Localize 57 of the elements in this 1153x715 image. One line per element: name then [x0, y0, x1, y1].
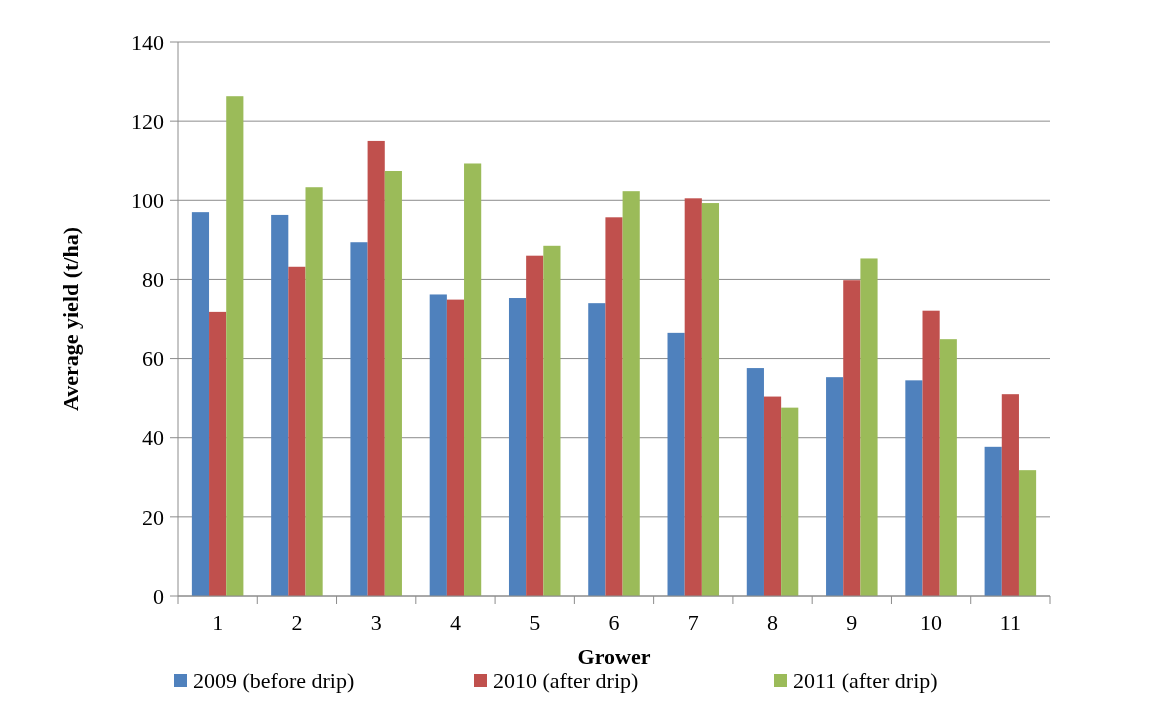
bar: [843, 280, 861, 596]
x-tick-label: 10: [920, 610, 943, 635]
legend-label: 2011 (after drip): [793, 668, 938, 693]
bar: [305, 187, 323, 596]
x-tick-label: 3: [370, 610, 382, 635]
bar: [288, 266, 306, 596]
bar: [367, 140, 385, 596]
bar: [429, 294, 447, 596]
legend-label: 2009 (before drip): [193, 668, 355, 693]
y-tick-label: 60: [142, 346, 164, 372]
bar: [984, 446, 1002, 596]
bar: [464, 163, 482, 596]
bar: [588, 303, 606, 596]
y-tick-label: 80: [142, 267, 164, 293]
bar: [209, 311, 227, 596]
bar: [763, 396, 782, 596]
bar: [1001, 394, 1019, 596]
bar: [701, 203, 720, 596]
bar: [543, 245, 561, 596]
y-tick-label: 100: [131, 187, 164, 213]
x-tick-label: 5: [529, 610, 541, 635]
x-tick-label: 7: [687, 610, 699, 635]
bar: [191, 212, 210, 596]
bar: [271, 214, 289, 596]
bar: [605, 217, 623, 596]
bar: [860, 258, 878, 596]
bar: [446, 299, 465, 596]
bar: [622, 191, 640, 596]
bar: [781, 407, 799, 596]
bar: [526, 255, 544, 596]
bar: [922, 310, 940, 596]
x-tick-label: 6: [608, 610, 620, 635]
x-axis-title: Grower: [577, 644, 651, 669]
bar: [350, 242, 368, 596]
bar: [226, 96, 244, 596]
legend-label: 2010 (after drip): [493, 668, 639, 693]
bar: [1018, 470, 1037, 596]
x-tick-label: 2: [291, 610, 303, 635]
y-tick-label: 120: [131, 108, 164, 134]
bar: [684, 198, 702, 596]
y-tick-label: 0: [153, 583, 164, 609]
x-tick-label: 11: [999, 610, 1021, 635]
y-axis-title: Average yield (t/ha): [58, 226, 83, 412]
bar: [939, 339, 957, 596]
bar: [508, 298, 527, 596]
x-tick-label: 8: [767, 610, 779, 635]
bar: [826, 377, 844, 596]
bar: [384, 171, 402, 596]
bar: [667, 332, 685, 596]
y-tick-label: 140: [131, 29, 164, 55]
y-tick-label: 40: [142, 425, 164, 451]
x-tick-label: 1: [212, 610, 224, 635]
y-tick-label: 20: [142, 504, 164, 530]
x-tick-label: 4: [449, 610, 461, 635]
bar: [905, 380, 923, 596]
x-tick-label: 9: [846, 610, 858, 635]
bar: [746, 368, 764, 596]
